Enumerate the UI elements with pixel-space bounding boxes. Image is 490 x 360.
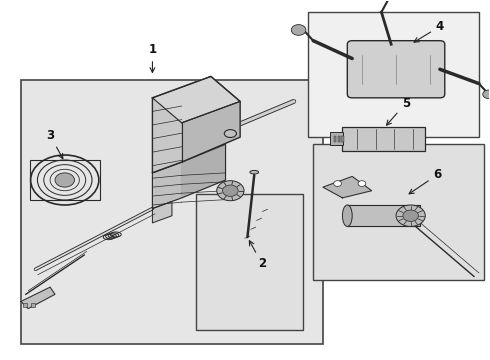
Polygon shape [182, 144, 225, 198]
Circle shape [291, 24, 306, 35]
Bar [334, 136, 336, 143]
Polygon shape [152, 76, 240, 123]
Circle shape [222, 185, 238, 197]
Text: 3: 3 [46, 129, 63, 159]
Bar [21, 80, 323, 344]
Polygon shape [323, 176, 372, 198]
Bar [30, 302, 34, 307]
Bar [30, 159, 100, 201]
Bar [342, 136, 344, 143]
Circle shape [483, 90, 490, 99]
Text: 1: 1 [148, 43, 156, 72]
Text: 6: 6 [409, 168, 441, 194]
Circle shape [358, 181, 366, 186]
Polygon shape [21, 287, 55, 309]
Bar [24, 302, 27, 307]
Bar [330, 132, 343, 145]
Circle shape [396, 205, 425, 226]
Polygon shape [152, 202, 172, 223]
Text: 2: 2 [249, 241, 266, 270]
Polygon shape [152, 162, 182, 208]
Ellipse shape [224, 130, 237, 138]
Circle shape [55, 173, 74, 187]
Ellipse shape [250, 170, 259, 174]
Bar [196, 194, 303, 330]
Bar [308, 12, 479, 137]
Text: 5: 5 [387, 97, 410, 125]
Bar [313, 144, 484, 280]
Circle shape [217, 181, 244, 201]
Circle shape [334, 181, 342, 186]
Text: 4: 4 [414, 20, 444, 42]
Polygon shape [182, 102, 240, 162]
Polygon shape [152, 98, 182, 173]
FancyBboxPatch shape [347, 41, 445, 98]
Bar [338, 136, 340, 143]
Ellipse shape [343, 205, 352, 226]
Bar [343, 127, 425, 150]
Circle shape [403, 210, 418, 221]
Polygon shape [347, 205, 420, 226]
